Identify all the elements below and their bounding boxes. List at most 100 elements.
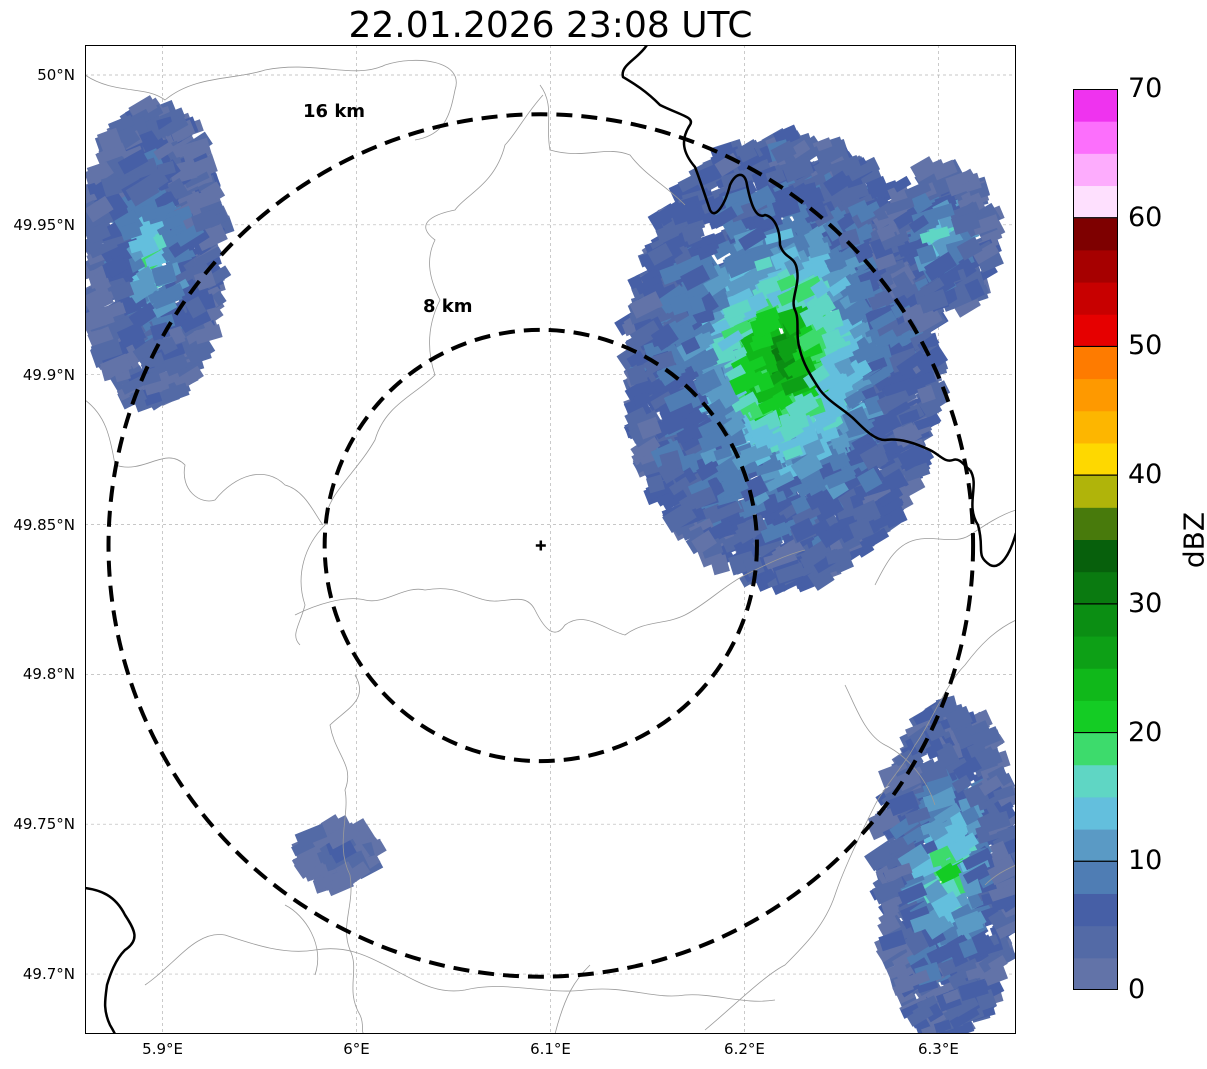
echo-pixel: [85, 195, 114, 223]
echo-pixel: [931, 159, 958, 181]
echo-pixel: [717, 464, 742, 489]
echo-pixel: [629, 320, 662, 349]
national-border: [621, 45, 971, 472]
echo-pixel: [926, 943, 954, 967]
echo-pixel: [950, 211, 981, 235]
echo-pixel: [988, 955, 1008, 973]
echo-pixel: [681, 225, 705, 242]
echo-pixel: [746, 185, 776, 212]
echo-pixel: [85, 285, 114, 314]
echo-pixel: [729, 201, 759, 223]
colorbar-segment: [1073, 636, 1118, 669]
lat-tick-label: 50°N: [37, 65, 75, 84]
echo-pixel: [775, 336, 798, 358]
echo-pixel: [683, 294, 706, 317]
radar-map: 8 km 16 km: [85, 45, 1016, 1034]
municipal-boundary: [844, 684, 936, 806]
echo-pixel: [992, 785, 1016, 802]
colorbar-segment: [1073, 121, 1118, 154]
echo-pixel: [647, 242, 673, 266]
echo-pixel: [659, 450, 683, 473]
echo-pixel: [802, 364, 830, 389]
echo-pixel: [187, 228, 210, 248]
echo-pixel: [117, 149, 149, 175]
echo-pixel: [856, 467, 883, 493]
echo-pixel: [626, 350, 646, 368]
echo-pixel: [716, 385, 740, 409]
echo-pixel: [645, 474, 666, 494]
echo-pixel: [777, 283, 810, 307]
lat-tick-label: 49.75°N: [13, 815, 75, 834]
echo-pixel: [772, 388, 794, 411]
map-title: 22.01.2026 23:08 UTC: [348, 5, 753, 46]
echo-pixel: [956, 911, 987, 936]
echo-pixel: [189, 346, 212, 365]
echo-pixel: [800, 543, 826, 569]
echo-pixel: [740, 441, 773, 465]
municipal-boundary: [85, 59, 457, 141]
echo-pixel: [100, 174, 123, 198]
echo-pixel: [958, 978, 989, 1002]
map-frame: [85, 45, 1016, 1034]
radar-site-marker: [535, 540, 546, 551]
colorbar-segment: [1073, 732, 1118, 766]
echo-pixel: [875, 879, 902, 900]
echo-pixel: [873, 329, 899, 350]
echo-pixel: [898, 409, 921, 426]
echo-pixel: [152, 282, 186, 307]
echo-pixel: [918, 765, 949, 785]
echo-pixel: [811, 493, 844, 523]
echo-pixel: [687, 478, 712, 497]
national-borders: [85, 45, 1016, 1034]
echo-pixel: [750, 315, 776, 337]
echo-pixel: [901, 303, 928, 323]
echo-pixel: [697, 428, 732, 453]
echo-pixel: [725, 364, 747, 384]
echo-pixel: [904, 806, 931, 826]
lon-tick-label: 6.2°E: [724, 1040, 765, 1058]
echo-pixel: [128, 95, 158, 121]
colorbar-label: dBZ: [1177, 511, 1207, 569]
echo-pixel: [158, 336, 178, 356]
echo-pixel: [917, 334, 940, 354]
echo-pixel: [962, 847, 993, 871]
echo-pixel: [770, 140, 797, 164]
echo-pixel: [758, 396, 779, 415]
echo-pixel: [642, 461, 661, 476]
echo-pixel: [850, 356, 873, 379]
echo-pixel: [710, 206, 738, 229]
colorbar-tick-label: 20: [1128, 716, 1163, 748]
reflectivity-echoes: [85, 95, 1016, 1034]
echo-pixel: [913, 307, 943, 333]
echo-pixel: [765, 470, 795, 492]
colorbar-segment: [1073, 539, 1118, 573]
echo-pixel: [860, 167, 882, 184]
colorbar-segment: [1073, 796, 1118, 830]
echo-pixel: [929, 848, 948, 868]
echo-pixel: [878, 929, 907, 952]
echo-pixel: [917, 384, 936, 404]
echo-pixel: [695, 331, 715, 349]
echo-pixel: [835, 370, 864, 393]
echo-pixel: [960, 806, 981, 826]
echo-pixel: [990, 894, 1016, 912]
echo-pixel: [918, 345, 949, 373]
municipal-boundary: [984, 864, 1016, 886]
echo-pixel: [877, 915, 901, 937]
echo-pixel: [799, 304, 824, 328]
echo-pixel: [834, 357, 854, 375]
echo-pixel: [668, 476, 691, 496]
echo-pixel: [971, 214, 1001, 236]
echo-pixel: [789, 517, 817, 543]
echo-pixel: [655, 221, 682, 242]
echo-pixel: [950, 993, 980, 1018]
echo-pixel: [157, 117, 184, 139]
echo-pixel: [772, 184, 797, 204]
echo-pixel: [736, 143, 758, 163]
echo-pixel: [933, 1019, 952, 1033]
echo-pixel: [780, 373, 811, 396]
colorbar-segment: [1073, 893, 1118, 927]
echo-pixel: [906, 969, 931, 988]
echo-pixel: [771, 537, 805, 565]
echo-pixel: [942, 988, 961, 1004]
